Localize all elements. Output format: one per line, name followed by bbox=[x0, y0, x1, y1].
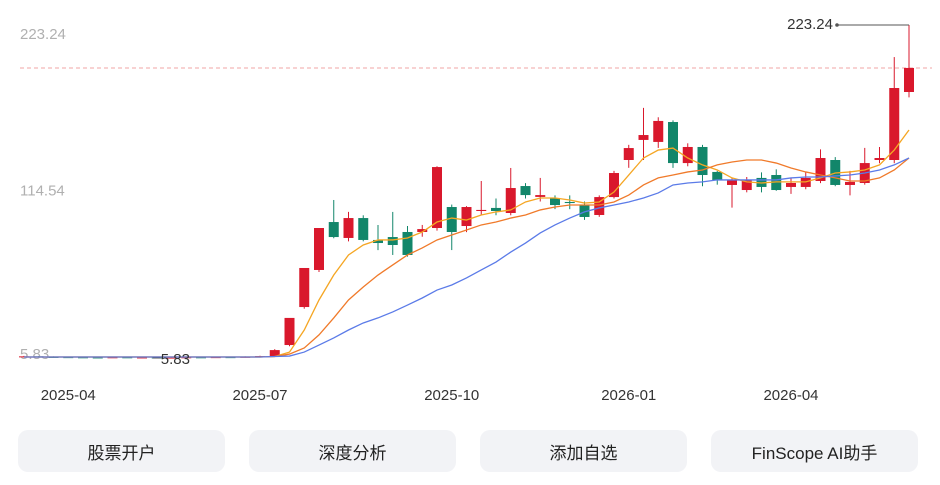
candle-body bbox=[623, 148, 634, 161]
x-tick-label: 2025-04 bbox=[41, 387, 96, 404]
candle-body bbox=[741, 180, 752, 191]
candle-body bbox=[63, 357, 74, 359]
moving-average-line bbox=[24, 129, 910, 358]
candle-body bbox=[181, 357, 192, 359]
candle-body bbox=[594, 197, 605, 215]
candle-body bbox=[668, 122, 678, 164]
analysis-button[interactable]: 深度分析 bbox=[249, 430, 456, 472]
chart: 5.83 114.54 223.24 2025-04 2025-07 2025-10 202… bbox=[19, 16, 932, 404]
candle-body bbox=[505, 188, 516, 213]
candle-body bbox=[446, 207, 457, 232]
x-tick-label: 2025-07 bbox=[232, 387, 287, 404]
candle-body bbox=[358, 218, 369, 240]
candle-body bbox=[196, 357, 206, 359]
candle-body bbox=[122, 357, 133, 359]
max-dot bbox=[835, 23, 839, 27]
candle-body bbox=[786, 182, 796, 187]
candle-body bbox=[682, 146, 693, 164]
candle-body bbox=[550, 197, 560, 206]
ai-assistant-button[interactable]: FinScope AI助手 bbox=[711, 430, 918, 472]
x-tick-label: 2025-10 bbox=[424, 387, 479, 404]
candle-body bbox=[137, 357, 147, 359]
candle-body bbox=[343, 218, 354, 238]
candle-body bbox=[535, 195, 546, 197]
y-tick-label: 114.54 bbox=[20, 182, 65, 199]
open-account-button[interactable]: 股票开户 bbox=[18, 430, 225, 472]
y-tick-label: 223.24 bbox=[20, 26, 66, 43]
candle-body bbox=[653, 120, 664, 142]
x-tick-label: 2026-01 bbox=[601, 387, 656, 404]
candle-body bbox=[874, 158, 885, 161]
candle-body bbox=[299, 267, 310, 308]
min-label: 5.83 bbox=[161, 351, 190, 368]
candle-body bbox=[269, 350, 280, 357]
candle-body bbox=[314, 228, 324, 270]
candle-body bbox=[387, 237, 398, 246]
candle-body bbox=[461, 207, 472, 227]
candle-body bbox=[889, 88, 900, 161]
y-tick-label: 5.83 bbox=[20, 346, 49, 363]
candle-body bbox=[210, 357, 221, 359]
candle-body bbox=[712, 171, 723, 181]
candle-body bbox=[92, 357, 103, 359]
candle-body bbox=[417, 229, 428, 232]
candle-body bbox=[166, 357, 177, 359]
candle-body bbox=[107, 357, 118, 359]
candle-body bbox=[373, 239, 383, 244]
candle-body bbox=[815, 158, 826, 181]
candle-body bbox=[904, 67, 914, 92]
candle-body bbox=[520, 186, 531, 196]
candle-body bbox=[491, 207, 501, 212]
candle-body bbox=[284, 317, 295, 346]
candle-body bbox=[402, 231, 413, 255]
candle-body bbox=[638, 135, 649, 140]
candle-body bbox=[78, 357, 88, 359]
watchlist-button[interactable]: 添加自选 bbox=[480, 430, 687, 472]
candle-body bbox=[225, 357, 236, 359]
candle-body bbox=[564, 201, 575, 204]
candle-body bbox=[432, 167, 442, 229]
candle-body bbox=[697, 146, 708, 176]
max-label: 223.24 bbox=[787, 16, 833, 33]
x-tick-label: 2026-04 bbox=[763, 387, 818, 404]
candle-body bbox=[845, 181, 855, 185]
candle-body bbox=[609, 173, 619, 198]
candle-body bbox=[476, 209, 487, 212]
candle-body bbox=[579, 205, 590, 217]
candle-body bbox=[727, 180, 737, 185]
candle-body bbox=[328, 222, 339, 238]
moving-average-line bbox=[24, 157, 910, 358]
